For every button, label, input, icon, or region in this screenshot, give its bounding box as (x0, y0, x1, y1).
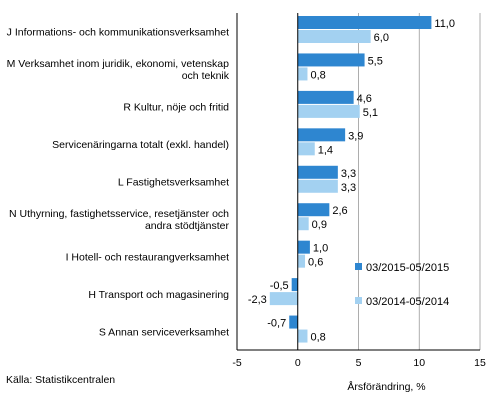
bar (297, 217, 309, 231)
x-axis-title: Årsförändring, % (347, 380, 425, 393)
data-label: 1,4 (318, 144, 333, 156)
category-label: L Fastighetsverksamhet (118, 177, 229, 189)
data-label: 0,8 (310, 332, 325, 344)
category-label: Servicenäringarna totalt (exkl. handel) (52, 139, 229, 151)
data-label: 0,9 (312, 219, 327, 231)
data-label: 3,3 (341, 182, 356, 194)
category-label: H Transport och magasinering (88, 289, 229, 301)
x-tick-label: 5 (356, 357, 362, 369)
category-label: N Uthyrning, fastighetsservice, resetjän… (9, 208, 229, 220)
x-tick-label: 15 (474, 357, 486, 369)
category-label: S Annan serviceverksamhet (99, 326, 229, 338)
bar (297, 240, 310, 254)
data-label: 2,6 (332, 205, 347, 217)
legend-label: 03/2014-05/2014 (366, 296, 449, 308)
bar (297, 67, 308, 81)
category-label: och teknik (182, 70, 230, 82)
x-tick-label: 10 (413, 357, 425, 369)
x-tick-label: -5 (232, 357, 241, 369)
bar (297, 30, 371, 43)
data-label: -0,7 (267, 318, 286, 330)
bar (297, 128, 346, 142)
data-label: 0,8 (310, 69, 325, 81)
category-labels: J Informations- och kommunikationsverksa… (7, 27, 230, 339)
bar (269, 292, 298, 306)
data-label: 3,9 (348, 130, 363, 142)
data-label: -2,3 (248, 294, 267, 306)
bar (297, 104, 360, 118)
data-label: 6,0 (374, 32, 389, 44)
legend-swatch (355, 297, 362, 304)
bar (297, 203, 330, 217)
category-label: J Informations- och kommunikationsverksa… (7, 27, 229, 39)
bar (297, 165, 338, 179)
bar (297, 16, 432, 29)
source-note: Källa: Statistikcentralen (6, 374, 116, 386)
bar (297, 254, 306, 268)
data-label: 5,1 (363, 107, 378, 119)
legend: 03/2015-05/2015 03/2014-05/2014 (355, 262, 449, 308)
bar (297, 142, 315, 156)
data-label: 0,6 (308, 257, 323, 269)
bar (297, 53, 365, 67)
plot-frame (236, 13, 480, 351)
category-label: M Verksamhet inom juridik, ekonomi, vete… (7, 58, 230, 70)
bars (269, 16, 432, 343)
data-label: 3,3 (341, 168, 356, 180)
legend-label: 03/2015-05/2015 (366, 262, 449, 274)
data-label: 1,0 (313, 243, 328, 255)
data-label: -0,5 (270, 280, 289, 292)
x-tick-label: 0 (295, 357, 301, 369)
bar (297, 329, 308, 343)
bar (297, 90, 354, 104)
data-label: 5,5 (368, 55, 383, 67)
bar (289, 315, 298, 329)
data-label: 4,6 (357, 93, 372, 105)
bar (297, 179, 338, 193)
legend-swatch (355, 263, 362, 270)
data-labels: 11,0 6,0 5,5 0,8 4,6 5,13,9 1,4 3,3 3,3 2,6 0,9 1,0… (248, 18, 455, 344)
x-tick-labels: -5 0 5 10 15 (232, 357, 486, 369)
category-label: R Kultur, nöje och fritid (123, 102, 229, 114)
category-label: I Hotell- och restaurangverksamhet (66, 251, 229, 263)
category-label: andra stödtjänster (145, 220, 230, 232)
data-label: 11,0 (434, 18, 455, 30)
bar (291, 278, 298, 292)
